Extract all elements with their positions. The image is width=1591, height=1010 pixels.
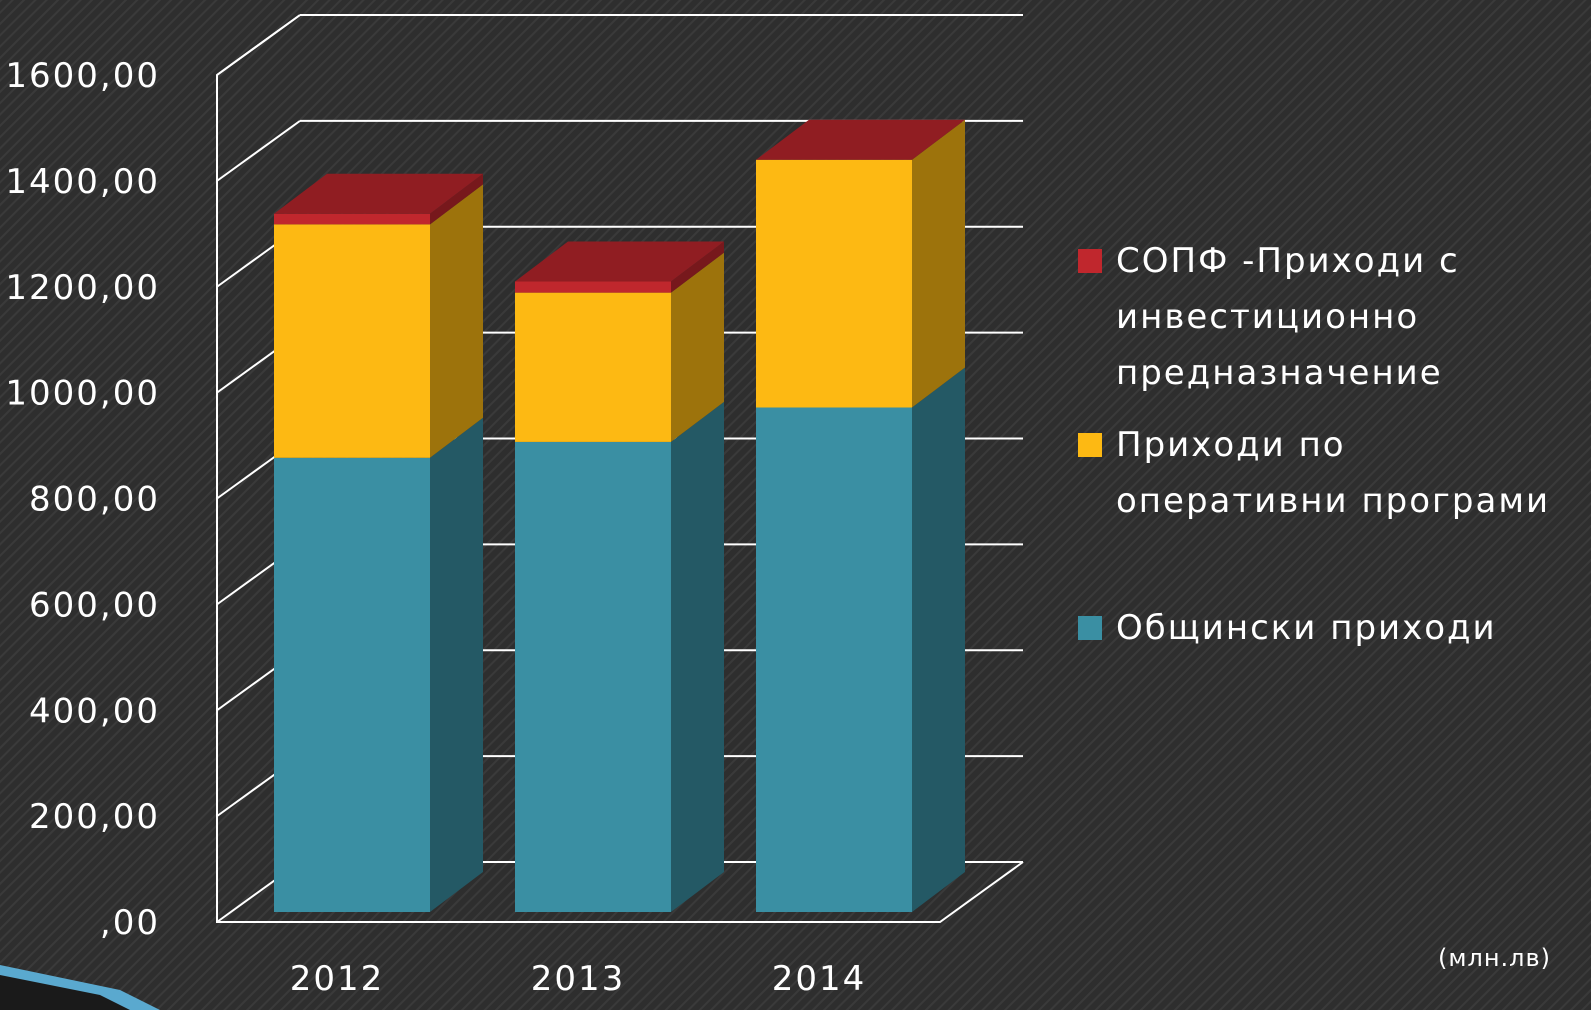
y-tick-label: 1400,00 — [5, 162, 160, 202]
x-tick-label: 2014 — [772, 959, 867, 999]
bar-segment — [515, 441, 671, 912]
grid-line — [216, 14, 301, 76]
bar-segment — [274, 457, 430, 912]
grid-line — [216, 120, 301, 182]
y-tick-label: 800,00 — [29, 480, 160, 520]
y-tick-label: 400,00 — [29, 691, 160, 731]
legend-label: СОПФ -Приходи с инвестиционно предназнач… — [1116, 241, 1460, 393]
bar-side — [671, 401, 724, 912]
legend-entry: СОПФ -Приходи с инвестиционно предназнач… — [1078, 233, 1578, 401]
legend-entry: Приходи по оперативни програми — [1078, 417, 1578, 529]
y-tick-label: ,00 — [100, 903, 160, 943]
bar-segment — [515, 281, 671, 293]
bar-side — [671, 241, 724, 293]
bar-segment — [274, 213, 430, 225]
y-tick-label: 1600,00 — [5, 56, 160, 96]
bar-side — [671, 252, 724, 442]
y-tick-label: 600,00 — [29, 585, 160, 625]
bar-side — [912, 367, 965, 912]
bar-top — [756, 119, 965, 160]
y-tick-label: 1200,00 — [5, 268, 160, 308]
bar-side — [912, 119, 965, 408]
bar-side — [430, 417, 483, 912]
legend-label: Общински приходи — [1116, 608, 1497, 648]
bar-segment — [756, 407, 912, 912]
bar-segment — [756, 159, 912, 408]
legend-label: Приходи по оперативни програми — [1116, 425, 1551, 521]
bar-segment — [274, 224, 430, 458]
y-tick-label: 1000,00 — [5, 374, 160, 414]
unit-note: (млн.лв) — [1438, 944, 1551, 972]
bar-side — [430, 173, 483, 225]
decoration — [0, 975, 130, 1010]
x-tick-label: 2012 — [290, 959, 385, 999]
x-tick-label: 2013 — [531, 959, 626, 999]
legend-swatch — [1078, 249, 1102, 273]
bar-side — [430, 184, 483, 458]
bar-top — [274, 173, 483, 214]
legend-swatch — [1078, 616, 1102, 640]
legend-entry: Общински приходи — [1078, 600, 1578, 656]
y-tick-label: 200,00 — [29, 797, 160, 837]
bar-segment — [515, 292, 671, 442]
bar-top — [515, 241, 724, 282]
legend-swatch — [1078, 433, 1102, 457]
